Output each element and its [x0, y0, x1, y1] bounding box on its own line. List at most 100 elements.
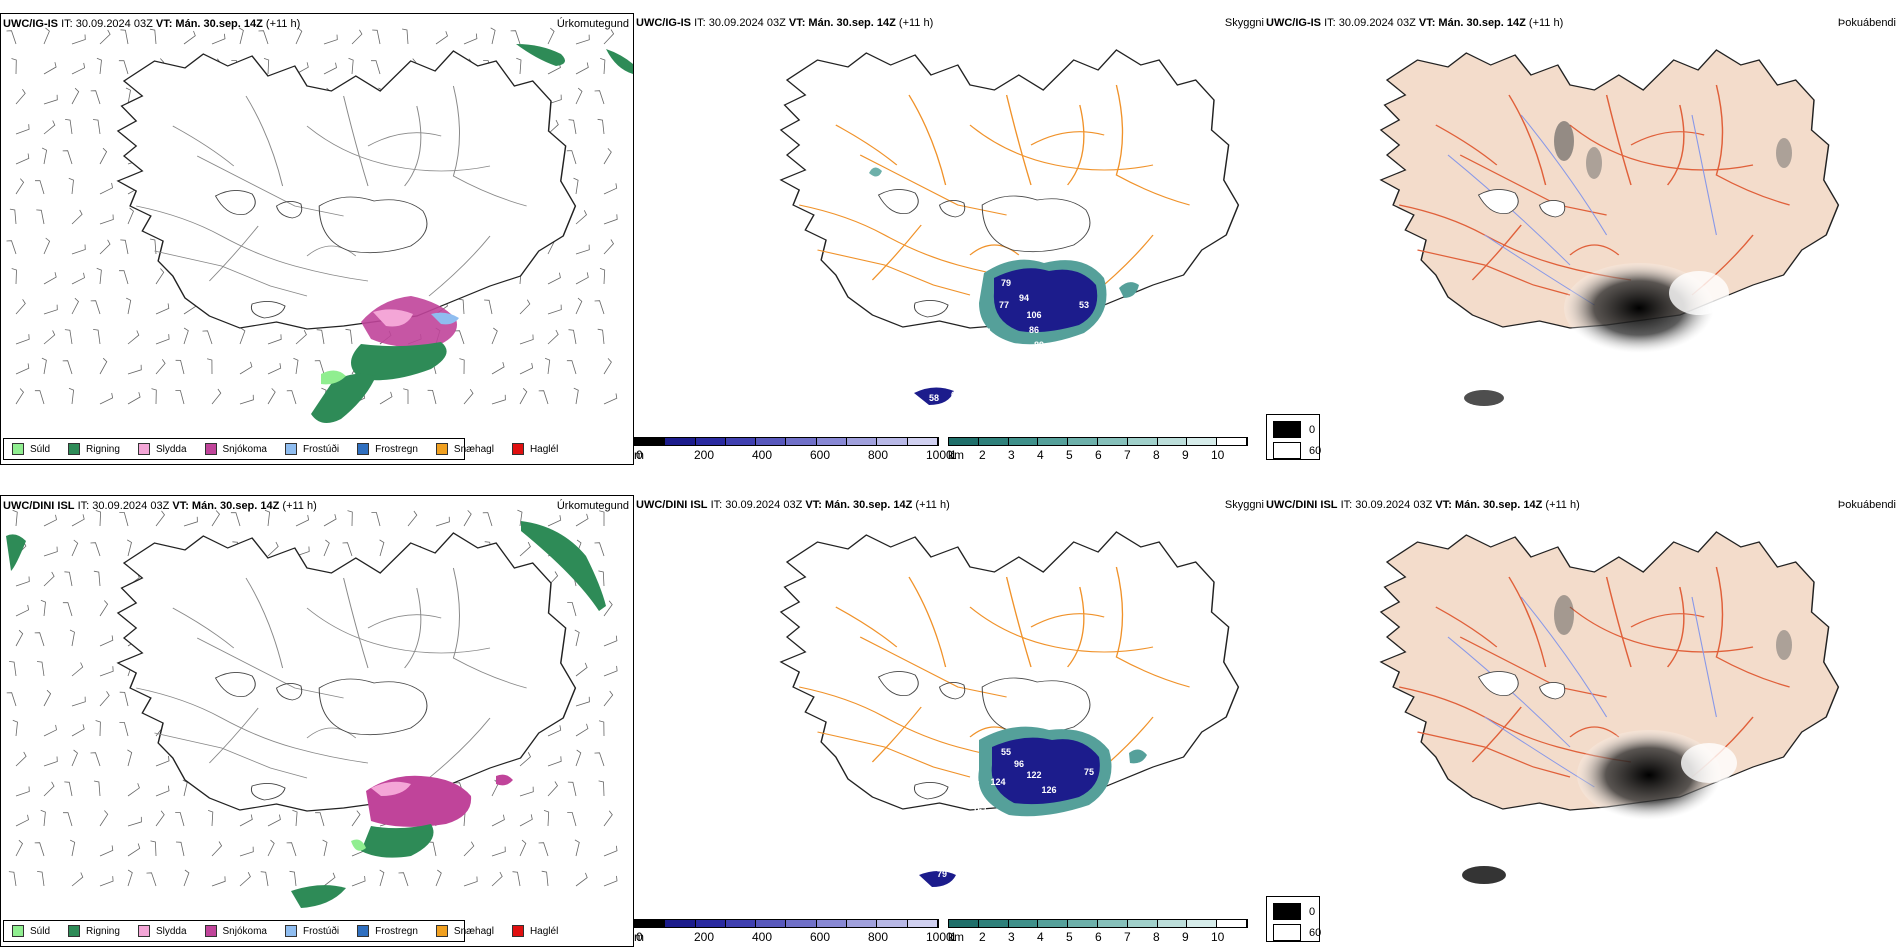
wind-barb: [62, 150, 73, 165]
wind-barb: [491, 394, 506, 405]
colorbar-cell: [665, 920, 696, 927]
wind-barb: [99, 29, 111, 45]
wind-barb: [155, 810, 165, 827]
wind-barb: [99, 691, 110, 707]
colorbar-cell: [695, 438, 726, 445]
wind-barb: [519, 814, 533, 827]
colorbar-tick: 800: [868, 930, 889, 944]
visibility-value: 106: [1026, 310, 1041, 320]
wind-barb: [603, 148, 612, 165]
wind-barb: [348, 57, 354, 75]
legend-label: Rigning: [86, 925, 120, 937]
wind-barb: [34, 632, 45, 647]
wind-barb: [351, 875, 366, 887]
wind-barb: [182, 779, 188, 797]
wind-barb: [149, 28, 157, 45]
wind-barb: [183, 869, 190, 887]
valid-time-label: VT:: [1418, 17, 1436, 29]
model-name: UWC/IG-IS: [636, 17, 691, 29]
legend-swatch: [68, 925, 81, 937]
valid-time: Mán. 30.sep. 14Z: [191, 500, 280, 512]
wind-barb: [175, 359, 185, 375]
legend-swatch: [137, 443, 150, 455]
legend-label: Snjókoma: [222, 443, 267, 455]
wind-barb: [149, 238, 157, 255]
wind-barb: [127, 749, 133, 767]
model-name: UWC/IG-IS: [3, 18, 58, 30]
colorbar-cell: [877, 438, 908, 445]
wind-barb: [8, 871, 17, 887]
wind-barb: [260, 871, 269, 887]
colorbar-tick: 1: [950, 930, 957, 944]
colorbar-cell: [635, 920, 666, 927]
colorbar-tick: 400: [752, 930, 773, 944]
model-name: UWC/IG-IS: [1266, 17, 1321, 29]
wind-barb: [99, 600, 109, 617]
lead-time: (+11 h): [915, 499, 950, 511]
valid-time: Mán. 30.sep. 14Z: [1454, 499, 1543, 511]
wind-barb: [599, 268, 606, 285]
wind-barb: [68, 177, 74, 195]
wind-barb: [64, 781, 73, 797]
precip-type-title: Úrkomutegund: [556, 18, 629, 30]
wind-barb: [323, 34, 338, 45]
fog-legend-item: 0: [1273, 903, 1315, 920]
wind-barb: [517, 509, 523, 527]
wind-barb: [603, 810, 613, 827]
valid-time-label: VT:: [172, 500, 189, 512]
colorbar-tick: 1: [950, 448, 957, 462]
wind-barb: [99, 876, 114, 887]
wind-barb: [43, 62, 57, 75]
wind-barb: [37, 871, 45, 887]
wind-barb: [575, 662, 588, 677]
legend-label: Frostregn: [375, 443, 418, 455]
visibility-value: 77: [999, 300, 1009, 310]
wind-barb: [295, 330, 307, 345]
wind-barb: [99, 845, 114, 857]
legend-item: Rigning: [68, 925, 120, 937]
fog-legend-swatch: [1273, 924, 1301, 941]
fog-map-1: [1380, 49, 1840, 406]
wind-barb: [292, 809, 298, 827]
wind-barb: [379, 539, 385, 557]
wind-barb: [71, 272, 85, 285]
wind-barb: [43, 756, 58, 767]
visibility-value: 79: [937, 869, 947, 879]
wind-barb: [43, 781, 55, 797]
wind-barb: [323, 539, 330, 557]
wind-barb: [267, 363, 282, 375]
init-time: IT: 30.09.2024 03Z: [694, 17, 786, 29]
legend-swatch: [435, 925, 448, 937]
colorbar-tick: 2: [979, 930, 986, 944]
wind-barb: [92, 119, 101, 135]
wind-barb: [118, 60, 129, 75]
lead-time: (+11 h): [1528, 17, 1564, 29]
wind-barb: [155, 785, 170, 797]
colorbar-cell: [1097, 438, 1128, 445]
wind-barb: [519, 541, 531, 557]
wind-barb: [603, 635, 618, 647]
wind-barb: [99, 392, 114, 405]
colorbar-tick: 400: [752, 448, 773, 462]
legend-item: Slydda: [137, 925, 187, 937]
legend-swatch: [511, 443, 524, 455]
colorbar-cell: [1038, 438, 1069, 445]
wind-barb: [603, 665, 618, 677]
wind-barb: [603, 845, 618, 857]
wind-barb: [127, 392, 141, 405]
wind-barb: [547, 781, 559, 797]
wind-barb: [211, 510, 221, 527]
wind-barb: [575, 872, 588, 887]
legend-item: Slydda: [137, 443, 187, 455]
wind-barb: [323, 62, 337, 75]
wind-barb: [99, 182, 113, 195]
legend-item: Rigning: [68, 443, 120, 455]
visibility-value: 75: [1084, 767, 1094, 777]
colorbar-cell: [1127, 438, 1158, 445]
wind-barb: [99, 357, 108, 375]
legend-label: Snjókoma: [222, 925, 267, 937]
init-time: IT: 30.09.2024 03Z: [1340, 499, 1433, 511]
model-name: UWC/DINI ISL: [3, 500, 75, 512]
legend-label: Snæhagl: [453, 925, 494, 937]
wind-barb: [71, 34, 86, 45]
